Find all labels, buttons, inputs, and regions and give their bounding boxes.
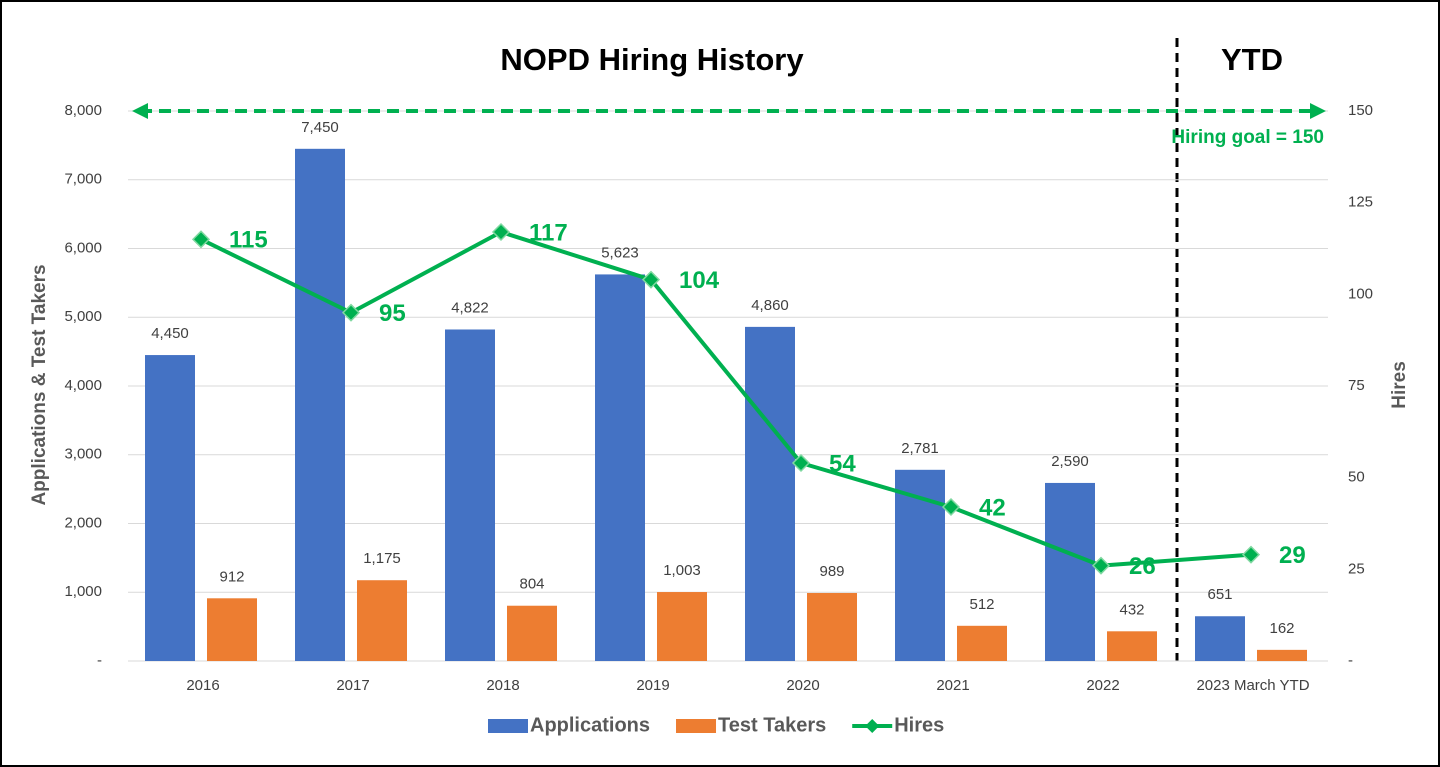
y-tick-label: 8,000 [64,102,102,119]
y-axis-title: Applications & Test Takers [29,264,50,505]
x-tick-label: 2018 [486,677,519,694]
bar [745,326,795,661]
y2-tick-label: 100 [1348,285,1373,302]
hires-marker [191,230,211,249]
bar [1195,616,1245,661]
bar-label: 5,623 [601,244,639,261]
hires-marker [641,270,661,289]
y2-axis-title: Hires [1389,361,1410,409]
bar-label: 4,450 [151,325,189,342]
y2-tick-label: 50 [1348,469,1365,486]
bar-label: 512 [969,596,994,613]
x-tick-label: 2023 March YTD [1196,677,1309,694]
hires-marker [941,497,961,517]
legend-swatch [488,719,528,733]
bar [657,592,707,661]
x-tick-label: 2017 [336,677,369,694]
bar-label: 4,822 [451,299,489,316]
bar [357,580,407,661]
y-tick-label: 1,000 [64,583,102,600]
x-tick-label: 2016 [186,677,219,694]
y2-tick-label: 125 [1348,194,1373,211]
legend-label: Hires [894,714,944,736]
x-tick-label: 2021 [936,677,969,694]
hires-label: 42 [979,494,1006,521]
legend-label: Applications [530,714,650,736]
bar [295,148,345,661]
bar [207,598,257,661]
y-tick-label: - [97,652,102,669]
y-tick-label: 7,000 [64,171,102,188]
bar [507,605,557,661]
bar [1107,631,1157,661]
hires-label: 26 [1129,553,1156,580]
y-tick-label: 3,000 [64,446,102,463]
hires-label: 54 [829,450,856,477]
y-tick-label: 4,000 [64,377,102,394]
bar-label: 432 [1119,601,1144,618]
bar-label: 7,450 [301,119,339,136]
bar [145,355,195,661]
y-tick-label: 5,000 [64,308,102,325]
x-tick-label: 2019 [636,677,669,694]
y2-tick-label: - [1348,652,1353,669]
bar [1045,482,1095,661]
annotation: YTD [1221,42,1283,77]
x-tick-label: 2020 [786,677,819,694]
hires-label: 117 [529,219,568,246]
hires-marker [791,453,811,473]
bar [807,593,857,661]
x-tick-label: 2022 [1086,677,1119,694]
bar-label: 2,781 [901,440,939,457]
bar [1257,649,1307,661]
legend-label: Test Takers [718,714,826,736]
hires-label: 115 [229,227,268,254]
bar [595,274,645,661]
hires-label: 29 [1279,542,1306,569]
hires-marker [1091,556,1111,575]
hires-marker [341,303,361,322]
y-tick-label: 6,000 [64,239,102,256]
y2-tick-label: 25 [1348,560,1365,577]
goal-label: Hiring goal = 150 [1171,127,1324,148]
y-tick-label: 2,000 [64,514,102,531]
legend-swatch [676,719,717,733]
bar [957,625,1007,661]
bar-label: 162 [1269,620,1294,637]
y2-tick-label: 75 [1348,377,1365,394]
bar-label: 804 [519,576,544,593]
hires-marker [491,222,511,242]
y2-tick-label: 150 [1348,102,1373,119]
bar-label: 651 [1207,586,1232,603]
legend-swatch [865,719,880,733]
bar-label: 1,175 [363,550,401,567]
bar-label: 2,590 [1051,453,1089,470]
bar-label: 989 [819,563,844,580]
bar-label: 1,003 [663,562,701,579]
bar-label: 4,860 [751,297,789,314]
bar-label: 912 [219,568,244,585]
hires-label: 104 [679,267,720,294]
hires-marker [1241,545,1261,564]
chart-title: NOPD Hiring History [500,42,804,77]
bar [445,329,495,661]
hires-label: 95 [379,300,406,327]
hires-line [200,230,1252,568]
